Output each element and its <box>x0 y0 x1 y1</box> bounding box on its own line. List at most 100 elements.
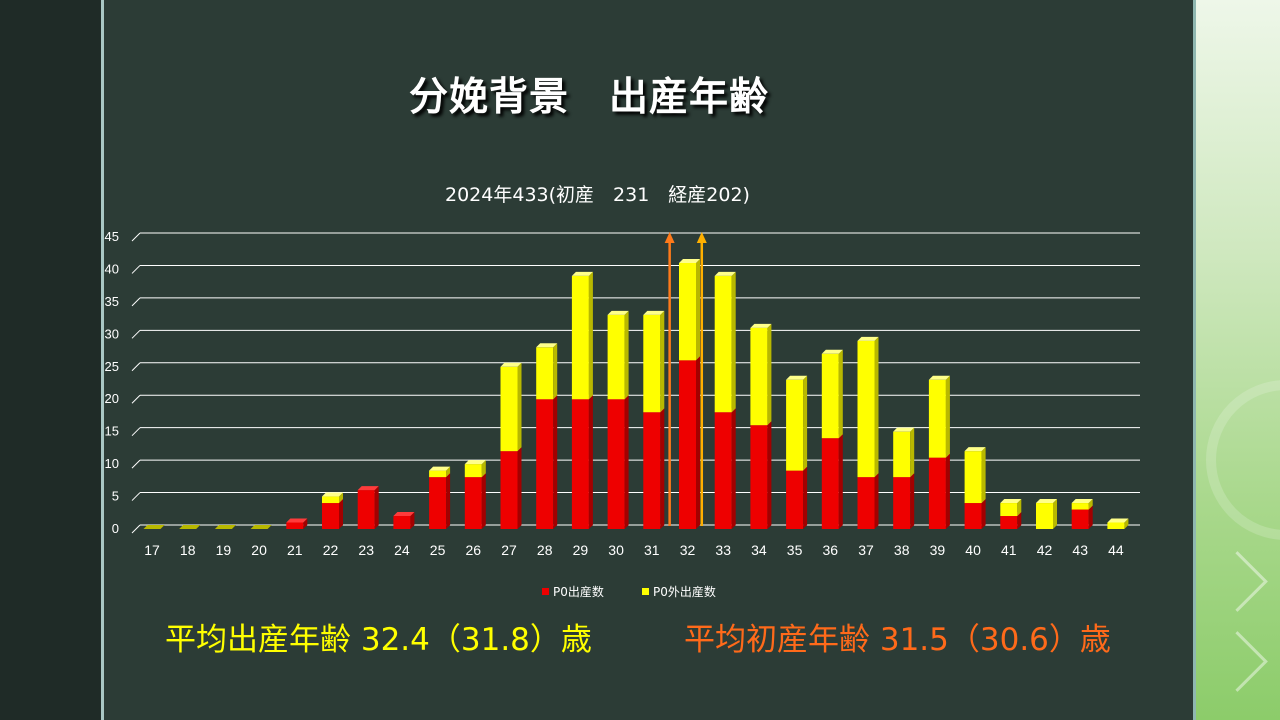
y-tick-label: 35 <box>105 294 119 309</box>
gridline-slant <box>131 492 141 501</box>
bar-p0 <box>464 477 482 529</box>
x-tick-label: 26 <box>466 542 482 558</box>
x-tick-label: 36 <box>823 542 839 558</box>
marker-avg-birth-arrow <box>696 232 707 243</box>
gridline-slant <box>131 524 141 534</box>
bar-non-p0-side <box>1017 499 1022 517</box>
bar-non-p0-top <box>1000 499 1022 504</box>
bar-non-p0 <box>714 275 732 413</box>
bar-non-p0-top <box>857 336 879 341</box>
bar-p0 <box>429 477 447 529</box>
x-tick-label: 35 <box>787 542 803 558</box>
bar-non-p0 <box>964 451 982 504</box>
legend-swatch-non-p0 <box>642 587 649 595</box>
right-decor-line <box>1193 0 1196 720</box>
y-tick-label: 10 <box>105 456 119 471</box>
legend-p0: P0出産数 <box>542 582 604 600</box>
bar-non-p0-side <box>731 271 736 413</box>
bar-p0 <box>893 477 911 529</box>
bar-p0-side <box>588 395 593 529</box>
x-tick-label: 30 <box>608 542 624 558</box>
x-tick-label: 44 <box>1108 542 1124 558</box>
x-tick-label: 39 <box>930 542 946 558</box>
bar-non-p0-side <box>481 460 486 478</box>
gridline-slant <box>131 297 141 307</box>
bar-non-p0-top <box>714 271 736 276</box>
x-tick-label: 28 <box>537 542 553 558</box>
x-tick-label: 17 <box>144 542 160 558</box>
bar-non-p0 <box>1000 503 1018 517</box>
left-decor-line <box>101 0 104 720</box>
bar-p0 <box>1071 509 1089 529</box>
x-tick-label: 23 <box>358 542 374 558</box>
bar-non-p0-top <box>893 427 915 432</box>
bar-non-p0 <box>571 275 589 400</box>
gridline-slant <box>131 427 141 437</box>
bar-p0 <box>286 522 304 529</box>
bar-p0 <box>500 451 518 529</box>
bar-non-p0-top <box>1071 499 1093 504</box>
bar-non-p0 <box>1036 503 1053 529</box>
x-tick-label: 32 <box>680 542 696 558</box>
bar-p0-side <box>910 473 915 529</box>
x-tick-label: 25 <box>430 542 446 558</box>
bar-p0 <box>679 360 696 529</box>
bar-non-p0-side <box>874 336 879 478</box>
chart-subtitle: 2024年433(初産 231 経産202) <box>445 184 750 206</box>
bar-empty-top <box>214 525 236 529</box>
y-tick-label: 25 <box>105 359 119 374</box>
bar-p0-side <box>517 447 522 529</box>
y-tick-label: 0 <box>112 521 119 536</box>
bar-non-p0-top <box>750 323 772 328</box>
bar-non-p0 <box>786 379 804 471</box>
y-tick-label: 15 <box>105 424 119 439</box>
y-tick-label: 45 <box>105 229 119 244</box>
bar-non-p0-top <box>821 349 843 354</box>
bar-non-p0 <box>536 347 554 400</box>
bar-non-p0 <box>1107 522 1125 529</box>
bar-p0-side <box>624 395 629 529</box>
bar-p0-side <box>339 499 343 529</box>
bar-non-p0 <box>607 314 625 400</box>
x-tick-label: 18 <box>180 542 196 558</box>
bar-non-p0-side <box>1124 518 1129 529</box>
x-tick-label: 41 <box>1001 542 1017 558</box>
bar-p0-side <box>696 356 700 529</box>
bar-non-p0 <box>1071 503 1089 510</box>
bar-non-p0-top <box>322 492 343 497</box>
bar-non-p0-top <box>786 375 808 380</box>
bar-non-p0-side <box>803 375 808 471</box>
x-tick-label: 21 <box>287 542 303 558</box>
bar-non-p0-side <box>624 310 629 400</box>
bar-non-p0-side <box>446 466 451 478</box>
gridline-slant <box>131 362 141 372</box>
bar-non-p0-side <box>1053 499 1057 529</box>
bar-p0-side <box>838 434 843 529</box>
bar-p0-side <box>374 486 379 529</box>
bar-non-p0-top <box>1036 499 1057 504</box>
bar-p0-side <box>981 499 986 529</box>
slide-title: 分娩背景 出産年齢 <box>409 75 770 120</box>
bar-non-p0-side <box>1088 499 1093 510</box>
bar-p0-side <box>303 518 308 529</box>
bar-p0 <box>857 477 875 529</box>
gridline-slant <box>131 329 141 339</box>
bar-non-p0-top <box>464 460 486 465</box>
bar-non-p0-side <box>553 343 558 400</box>
y-tick-label: 30 <box>105 326 119 341</box>
bar-p0-side <box>731 408 736 529</box>
bar-non-p0 <box>643 314 661 413</box>
bar-p0-side <box>1088 505 1093 529</box>
bar-non-p0-side <box>339 492 343 504</box>
bar-p0-top <box>393 512 415 517</box>
bar-non-p0 <box>464 464 482 478</box>
legend-label-p0: P0出産数 <box>553 584 604 599</box>
bar-non-p0 <box>679 262 696 361</box>
x-tick-label: 37 <box>858 542 874 558</box>
bar-non-p0-side <box>517 362 522 452</box>
x-tick-label: 42 <box>1037 542 1053 558</box>
bar-p0-side <box>803 466 808 529</box>
bar-p0-top <box>357 486 379 491</box>
bar-non-p0-top <box>607 310 629 315</box>
bar-non-p0 <box>857 340 875 478</box>
